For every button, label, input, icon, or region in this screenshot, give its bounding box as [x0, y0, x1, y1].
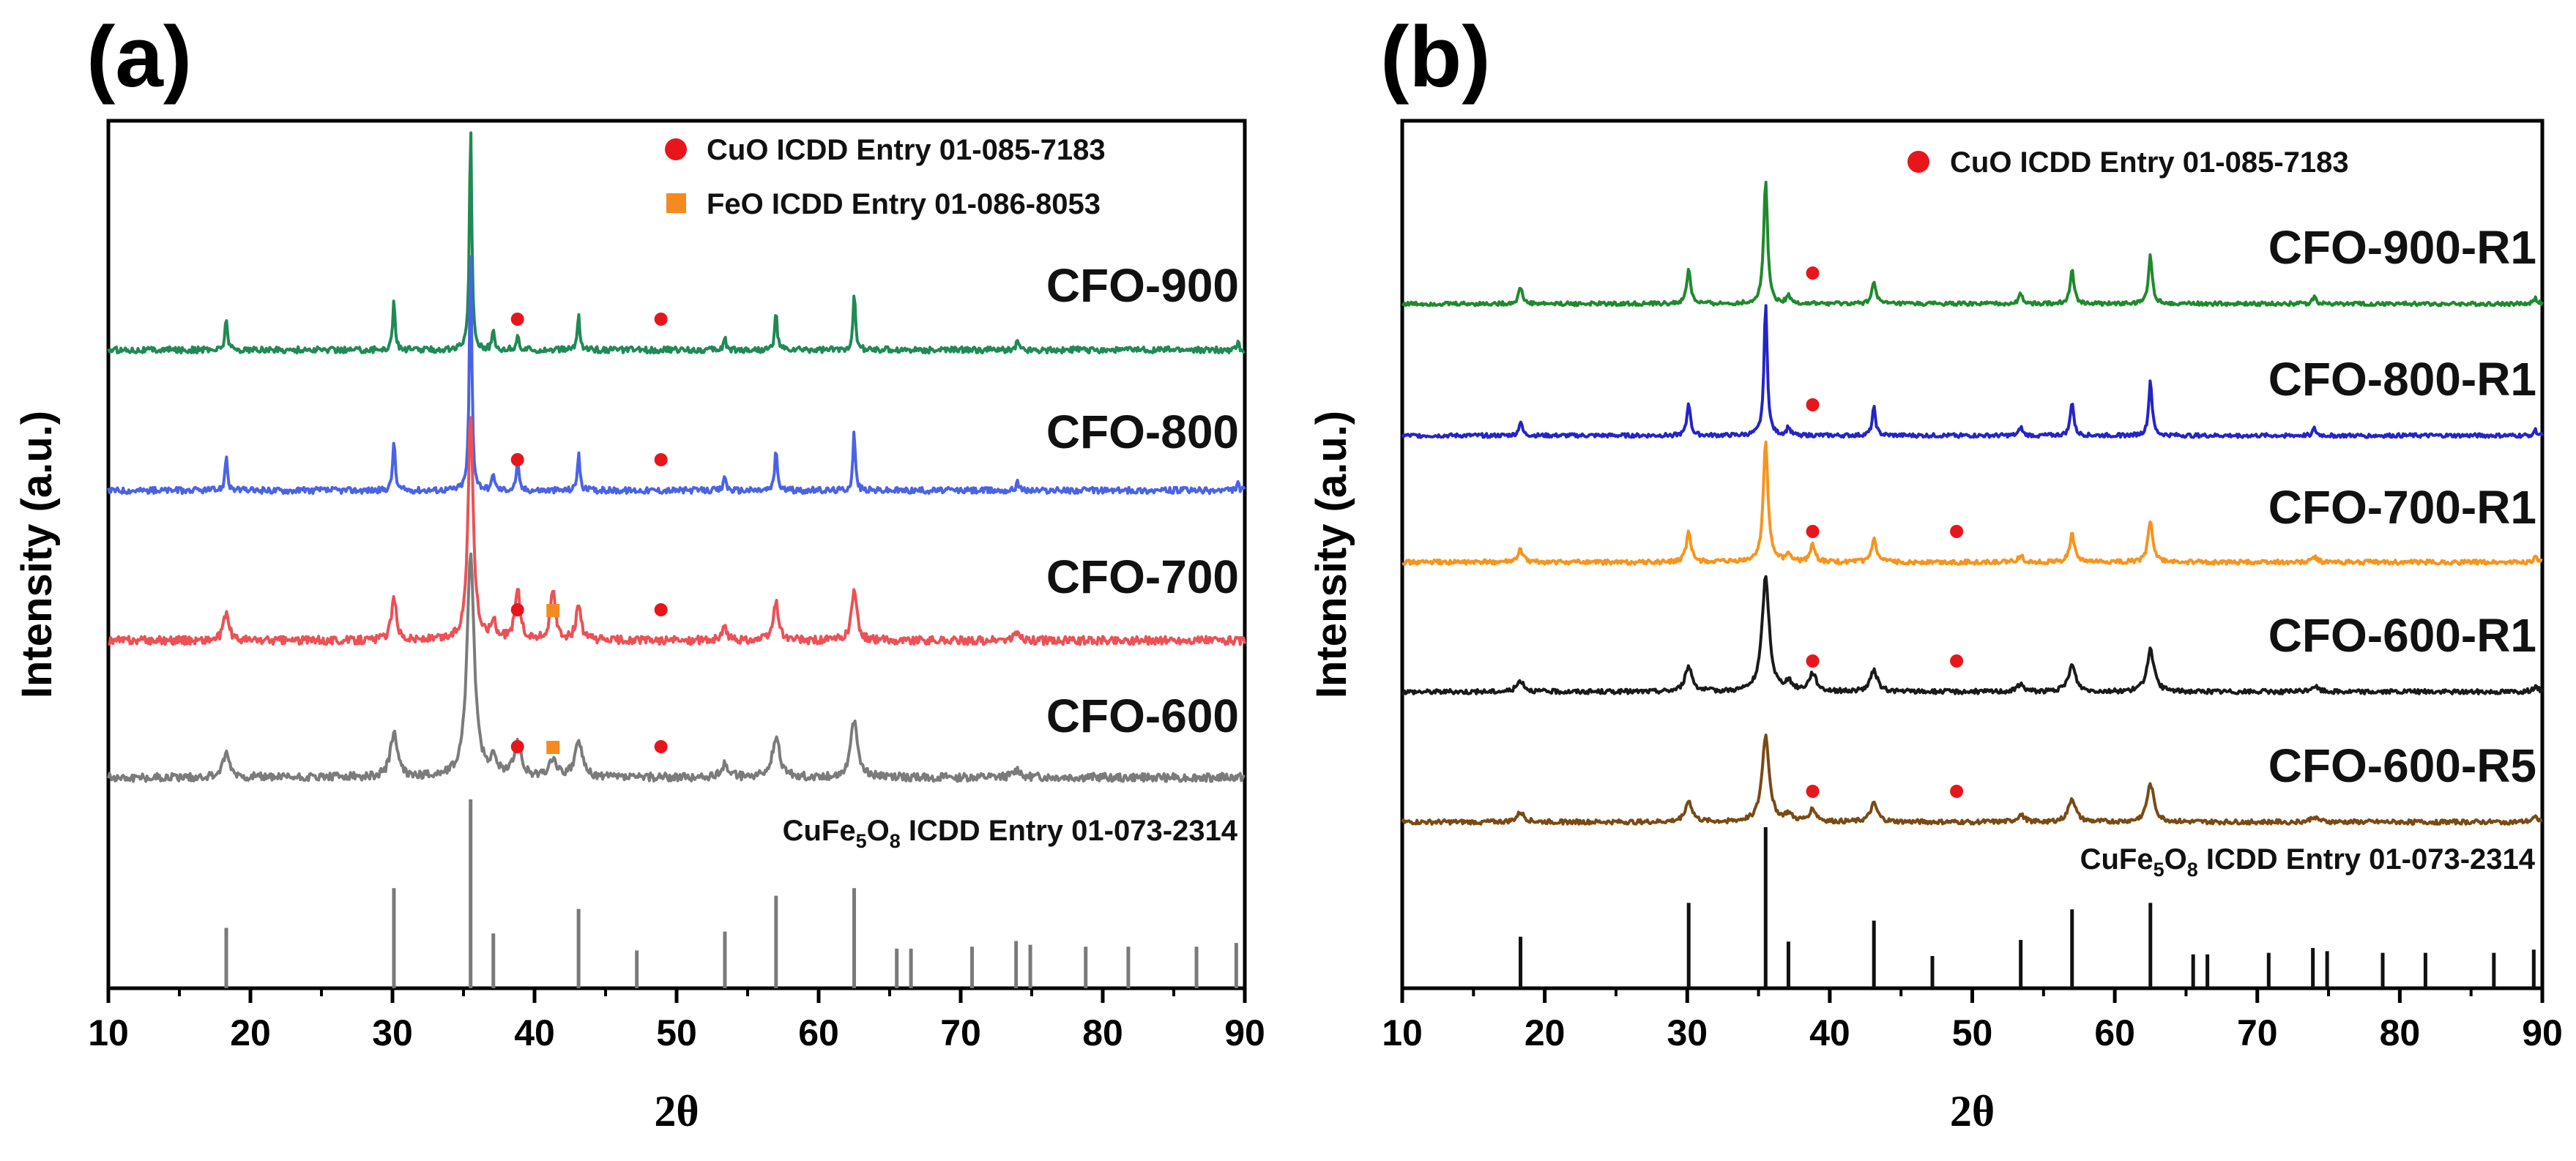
- cuo-peak-marker: [1950, 654, 1964, 668]
- reference-label-part: 8: [2187, 859, 2198, 881]
- series-line-cfo-600-r1: [1401, 575, 2544, 695]
- cuo-peak-marker: [654, 603, 668, 616]
- x-axis-label: 2θ: [1950, 1087, 1995, 1135]
- cuo-peak-marker: [1950, 785, 1964, 798]
- cuo-peak-marker: [654, 740, 668, 753]
- series-line-cfo-900-r1: [1401, 180, 2544, 307]
- x-tick-label: 70: [2237, 1012, 2278, 1053]
- x-tick-label: 10: [88, 1012, 129, 1053]
- series-line-cfo-800-r1: [1401, 304, 2544, 439]
- feo-peak-marker: [546, 741, 560, 754]
- series-label: CFO-600-R1: [2268, 609, 2536, 662]
- y-axis-label: Intensity (a.u.): [13, 411, 61, 698]
- x-tick-label: 40: [514, 1012, 555, 1053]
- x-tick-label: 80: [1082, 1012, 1123, 1053]
- panel-b: (b) Intensity (a.u.) 10 20 30 40 50 60 70 80 90 2θ C…: [1308, 9, 2563, 1135]
- cuo-peak-marker: [510, 740, 524, 753]
- legend-entry: CuO ICDD Entry 01-085-7183: [1950, 146, 2349, 179]
- cuo-peak-marker: [510, 313, 524, 326]
- cuo-peak-marker: [1806, 654, 1820, 668]
- x-tick-label: 40: [1809, 1012, 1850, 1053]
- x-tick-label: 60: [798, 1012, 839, 1053]
- cuo-peak-marker: [510, 603, 524, 616]
- cuo-peak-marker: [1950, 525, 1964, 538]
- series-label: CFO-800-R1: [2268, 353, 2536, 406]
- x-tick-label: 30: [372, 1012, 413, 1053]
- cuo-peak-marker: [1806, 398, 1820, 411]
- x-tick-label: 60: [2094, 1012, 2135, 1053]
- series-line-cfo-600: [107, 552, 1246, 783]
- feo-peak-marker: [546, 604, 560, 617]
- x-tick-label: 90: [1224, 1012, 1265, 1053]
- reference-label-part: 5: [2154, 859, 2164, 881]
- series-line-cfo-600-r5: [1401, 733, 2543, 826]
- x-tick-label: 10: [1382, 1012, 1423, 1053]
- x-tick-label: 20: [1525, 1012, 1566, 1053]
- legend-cuo-marker: [665, 138, 687, 160]
- legend-cuo-marker: [1907, 151, 1929, 173]
- x-tick-label: 50: [1952, 1012, 1993, 1053]
- cuo-peak-marker: [654, 313, 668, 326]
- reference-label-part: O: [2164, 843, 2187, 876]
- x-tick-label: 30: [1667, 1012, 1708, 1053]
- y-axis-label: Intensity (a.u.): [1308, 411, 1355, 698]
- series-label: CFO-700: [1046, 550, 1239, 603]
- series-label: CFO-600: [1046, 690, 1239, 742]
- x-axis-label: 2θ: [654, 1087, 699, 1135]
- reference-label-part: ICDD Entry 01-073-2314: [2198, 843, 2536, 876]
- series-line-cfo-700-r1: [1401, 440, 2543, 566]
- panel-label: (b): [1380, 9, 1491, 105]
- series-label: CFO-900-R1: [2268, 221, 2536, 274]
- reference-label: CuFe5O8 ICDD Entry 01-073-2314: [2080, 843, 2536, 881]
- panel-a: (a) Intensity (a.u.) 10 20 30 40 50 60 70 80 90 2θ C…: [13, 9, 1265, 1135]
- series-label: CFO-800: [1046, 406, 1239, 458]
- x-tick-label: 70: [940, 1012, 981, 1053]
- x-tick-label: 20: [230, 1012, 271, 1053]
- series-label: CFO-600-R5: [2268, 739, 2536, 792]
- legend-entry: CuO ICDD Entry 01-085-7183: [707, 134, 1106, 166]
- x-tick-label: 50: [656, 1012, 697, 1053]
- reference-label: CuFe5O8 ICDD Entry 01-073-2314: [783, 815, 1238, 852]
- cuo-peak-marker: [1806, 785, 1820, 798]
- reference-label-part: ICDD Entry 01-073-2314: [901, 815, 1238, 847]
- reference-label-part: O: [867, 815, 890, 847]
- series-line-cfo-900: [107, 131, 1246, 355]
- reference-label-part: CuFe: [783, 815, 856, 847]
- cuo-peak-marker: [1806, 266, 1820, 280]
- series-line-cfo-700: [107, 416, 1246, 646]
- x-tick-label: 80: [2380, 1012, 2421, 1053]
- legend-feo-marker: [666, 193, 686, 213]
- panel-label: (a): [86, 9, 192, 105]
- reference-label-part: CuFe: [2080, 843, 2154, 876]
- legend-entry: FeO ICDD Entry 01-086-8053: [707, 188, 1101, 220]
- series-label: CFO-900: [1046, 259, 1239, 312]
- series-line-cfo-800: [107, 255, 1246, 496]
- x-tick-label: 90: [2522, 1012, 2563, 1053]
- reference-label-part: 5: [856, 830, 867, 852]
- reference-label-part: 8: [890, 830, 901, 852]
- cuo-peak-marker: [510, 453, 524, 466]
- cuo-peak-marker: [1806, 525, 1820, 538]
- series-label: CFO-700-R1: [2268, 481, 2536, 534]
- cuo-peak-marker: [654, 453, 668, 466]
